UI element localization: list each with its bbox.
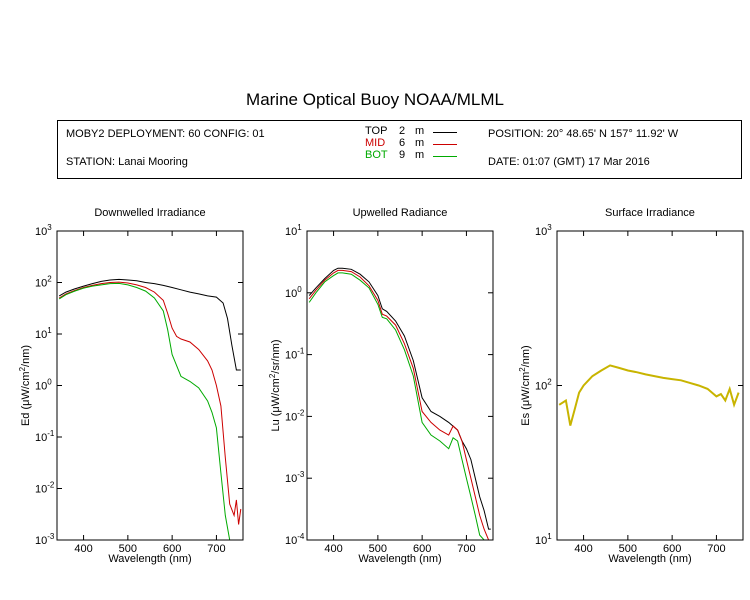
y-axis-label: Ed (μW/cm2/nm)	[18, 345, 32, 426]
x-axis-label: Wavelength (nm)	[108, 553, 191, 565]
chart-title: Downwelled Irradiance	[94, 207, 205, 219]
legend-mid-swatch	[433, 144, 457, 145]
series-line	[58, 281, 242, 525]
chart-2: Surface Irradiance 400 500 600 700 Wavelength…	[518, 207, 744, 565]
x-tick-label: 600	[413, 543, 431, 555]
y-tick-label: 103	[35, 223, 52, 238]
y-tick-label: 10-1	[35, 429, 55, 444]
y-tick-exponent: 1	[297, 223, 302, 232]
legend-top-name: TOP	[365, 125, 388, 137]
legend-mid-name: MID	[365, 137, 386, 149]
series-line	[308, 272, 485, 540]
y-tick-label: 10-4	[285, 532, 305, 547]
y-tick-label: 10-2	[35, 481, 55, 496]
y-tick-label: 103	[535, 223, 552, 238]
series-line	[308, 267, 491, 530]
station-text: STATION: Lanai Mooring	[66, 156, 188, 168]
position-text: POSITION: 20° 48.65' N 157° 11.92' W	[488, 128, 679, 140]
legend-top-depth: 2	[399, 125, 406, 137]
plot-frame	[56, 230, 244, 541]
legend-top-swatch	[433, 132, 457, 133]
series-line	[58, 282, 235, 540]
info-box: MOBY2 DEPLOYMENT: 60 CONFIG: 01 STATION:…	[57, 120, 742, 179]
y-tick-exponent: 2	[47, 275, 52, 284]
y-tick-exponent: -3	[47, 532, 55, 541]
y-tick-exponent: 1	[47, 326, 52, 335]
plot-frame	[306, 230, 494, 541]
x-tick-label: 600	[663, 543, 681, 555]
x-tick-label: 500	[119, 543, 137, 555]
date-text: DATE: 01:07 (GMT) 17 Mar 2016	[488, 156, 650, 168]
x-axis-label: Wavelength (nm)	[608, 553, 691, 565]
y-tick-exponent: 3	[547, 223, 552, 232]
x-tick-label: 700	[457, 543, 475, 555]
y-tick-exponent: 1	[547, 532, 552, 541]
y-tick-label: 10-2	[285, 408, 305, 423]
y-tick-exponent: 3	[47, 223, 52, 232]
y-tick-exponent: -1	[297, 347, 305, 356]
series-line	[58, 278, 241, 371]
legend-bot-name: BOT	[365, 149, 388, 161]
y-tick-label: 101	[285, 223, 302, 238]
x-tick-label: 500	[619, 543, 637, 555]
legend-mid-depth: 6	[399, 137, 406, 149]
x-tick-label: 400	[324, 543, 342, 555]
chart-title: Upwelled Radiance	[353, 207, 448, 219]
x-tick-label: 500	[369, 543, 387, 555]
legend-top-unit: m	[415, 125, 425, 137]
y-tick-label: 101	[35, 326, 52, 341]
y-tick-label: 10-3	[285, 470, 305, 485]
series-line	[558, 364, 740, 426]
y-tick-exponent: -2	[47, 481, 55, 490]
x-tick-label: 700	[707, 543, 725, 555]
y-axis-label: Es (μW/cm2/nm)	[518, 345, 532, 425]
chart-1: Upwelled Radiance 400 500 600 700 Wavelength …	[268, 207, 494, 565]
y-tick-exponent: 0	[47, 378, 52, 387]
legend-bot-depth: 9	[399, 149, 406, 161]
chart-title: Surface Irradiance	[605, 207, 695, 219]
y-tick-label: 100	[285, 285, 302, 300]
y-tick-exponent: 2	[547, 378, 552, 387]
y-axis-label: Lu (μW/cm2/sr/nm)	[268, 339, 282, 431]
legend-mid-unit: m	[415, 137, 425, 149]
legend-bot-unit: m	[415, 149, 425, 161]
y-tick-label: 102	[35, 275, 52, 290]
legend-bot-swatch	[433, 156, 457, 157]
series-line	[308, 269, 490, 540]
y-tick-exponent: -1	[47, 429, 55, 438]
y-tick-label: 100	[35, 378, 52, 393]
x-tick-label: 400	[574, 543, 592, 555]
y-tick-label: 102	[535, 378, 552, 393]
x-tick-label: 700	[207, 543, 225, 555]
x-tick-label: 400	[74, 543, 92, 555]
y-tick-label: 10-1	[285, 347, 305, 362]
page-title: Marine Optical Buoy NOAA/MLML	[246, 90, 504, 109]
y-tick-exponent: 0	[297, 285, 302, 294]
x-tick-label: 600	[163, 543, 181, 555]
y-tick-label: 10-3	[35, 532, 55, 547]
chart-0: Downwelled Irradiance 400 500 600 700 Wavelen…	[18, 207, 244, 565]
y-tick-exponent: -3	[297, 470, 305, 479]
y-tick-exponent: -2	[297, 408, 305, 417]
x-axis-label: Wavelength (nm)	[358, 553, 441, 565]
y-tick-label: 101	[535, 532, 552, 547]
deployment-text: MOBY2 DEPLOYMENT: 60 CONFIG: 01	[66, 128, 265, 140]
y-tick-exponent: -4	[297, 532, 305, 541]
